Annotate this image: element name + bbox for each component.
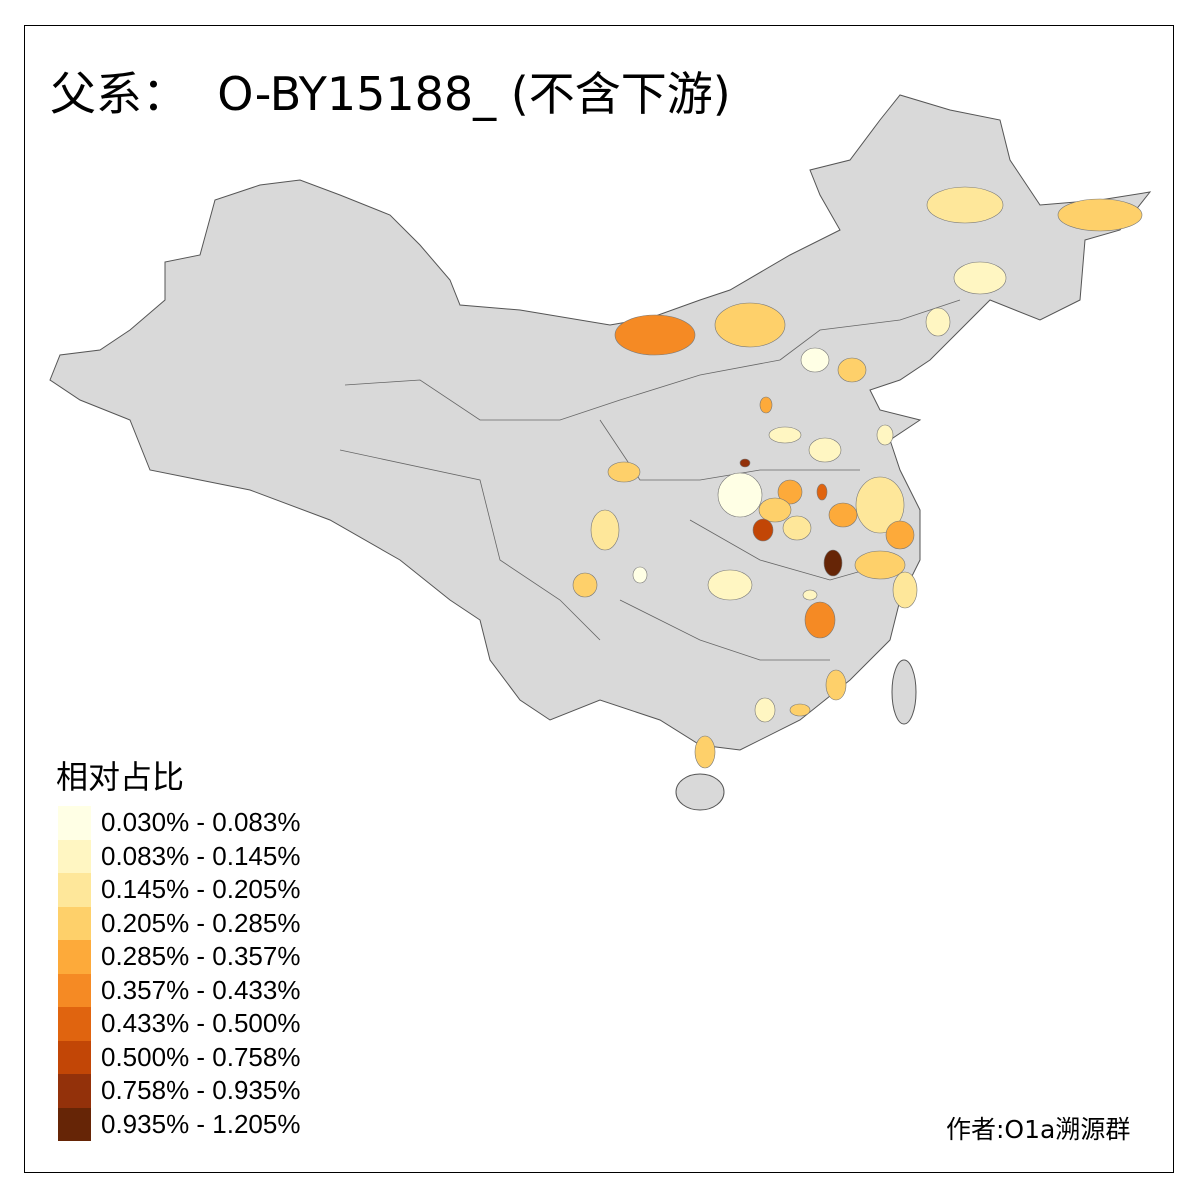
legend-item: 0.083% - 0.145%	[58, 839, 301, 873]
legend-item: 0.433% - 0.500%	[58, 1007, 300, 1041]
region-3	[607, 461, 641, 483]
legend-title: 相对占比	[56, 758, 185, 796]
region-1	[876, 424, 894, 446]
region-5	[804, 601, 836, 639]
region-3	[837, 357, 867, 383]
region-1	[925, 307, 951, 337]
legend-label: 0.205% - 0.285%	[101, 907, 301, 938]
legend-swatch	[58, 906, 91, 940]
legend-label: 0.500% - 0.758%	[101, 1041, 301, 1072]
author-credit: 作者:O1a溯源群	[946, 1115, 1131, 1144]
legend-label: 0.145% - 0.205%	[101, 874, 301, 905]
legend-item: 0.285% - 0.357%	[58, 940, 300, 974]
region-3	[714, 302, 786, 348]
legend-swatch	[58, 806, 91, 840]
region-2	[892, 571, 918, 609]
legend-label: 0.030% - 0.083%	[101, 807, 301, 838]
legend: 0.030% - 0.083% 0.083% - 0.145% 0.145% - 0…	[58, 806, 300, 1141]
region-0	[800, 347, 830, 373]
legend-label: 0.083% - 0.145%	[101, 840, 301, 871]
region-6	[816, 483, 828, 501]
province-borders	[339, 299, 961, 661]
legend-label: 0.357% - 0.433%	[101, 974, 301, 1005]
region-3	[854, 550, 906, 580]
map-title: 父系： O-BY15188_ (不含下游)	[50, 67, 731, 121]
region-2	[926, 186, 1004, 224]
region-4	[828, 502, 858, 528]
legend-item: 0.145% - 0.205%	[58, 873, 300, 907]
colored-regions	[572, 186, 1143, 769]
legend-item: 0.205% - 0.285%	[58, 906, 301, 940]
legend-item: 0.030% - 0.083%	[58, 806, 300, 840]
region-4	[885, 520, 915, 550]
legend-label: 0.285% - 0.357%	[101, 941, 301, 972]
region-3	[825, 669, 847, 701]
china-mainland	[49, 94, 1152, 751]
legend-swatch	[58, 940, 91, 974]
legend-item: 0.500% - 0.758%	[58, 1040, 301, 1074]
legend-swatch	[58, 1007, 91, 1041]
legend-label: 0.433% - 0.500%	[101, 1008, 301, 1039]
legend-swatch	[58, 1107, 91, 1141]
legend-swatch	[58, 973, 91, 1007]
legend-label: 0.758% - 0.935%	[101, 1075, 301, 1106]
region-2	[782, 515, 812, 541]
region-5	[614, 314, 696, 356]
region-3	[758, 497, 792, 523]
legend-item: 0.357% - 0.433%	[58, 973, 301, 1007]
region-4	[777, 479, 803, 505]
region-1	[707, 569, 753, 601]
map-frame	[24, 25, 1174, 1173]
region-1	[754, 697, 776, 723]
region-3	[694, 735, 716, 769]
region-3	[789, 703, 811, 717]
taiwan	[891, 659, 917, 725]
region-2	[590, 509, 620, 551]
region-1	[953, 261, 1007, 295]
region-0	[632, 566, 648, 584]
legend-label: 0.935% - 1.205%	[101, 1108, 301, 1139]
legend-swatch	[58, 873, 91, 907]
legend-item: 0.758% - 0.935%	[58, 1074, 300, 1108]
region-7	[752, 518, 774, 542]
legend-item: 0.935% - 1.205%	[58, 1107, 301, 1141]
legend-swatch	[58, 1074, 91, 1108]
region-8	[739, 458, 751, 468]
region-1	[802, 589, 818, 601]
region-0	[717, 472, 763, 518]
region-1	[808, 437, 842, 463]
region-2	[855, 476, 905, 534]
hainan	[675, 773, 725, 811]
region-1	[768, 426, 802, 444]
legend-swatch	[58, 839, 91, 873]
region-4	[759, 396, 773, 414]
region-3	[572, 572, 598, 598]
region-3	[1057, 198, 1143, 232]
legend-swatch	[58, 1040, 91, 1074]
region-9	[823, 549, 843, 577]
